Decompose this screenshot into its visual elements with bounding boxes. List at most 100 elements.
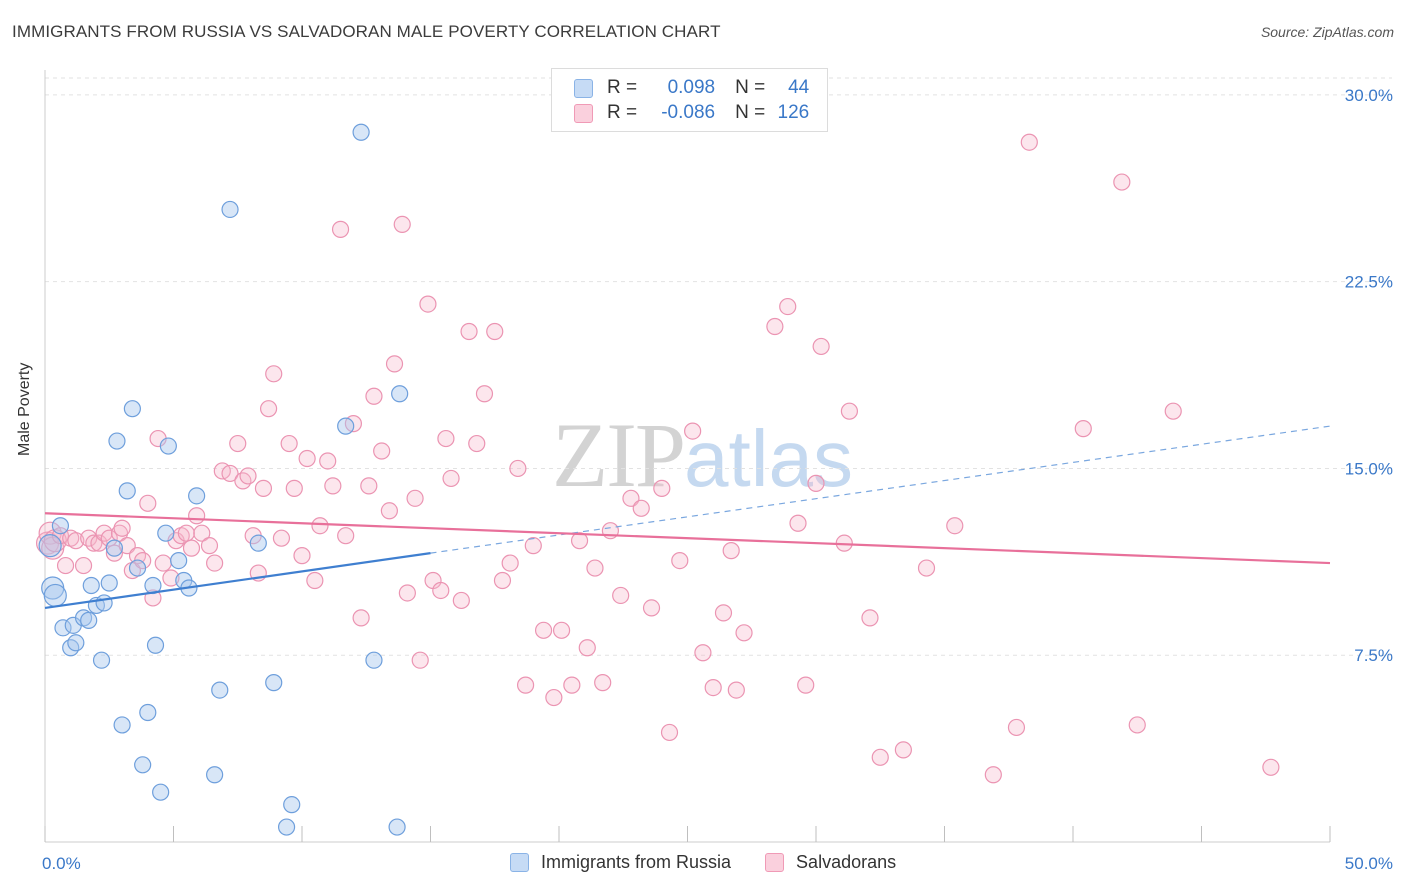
russia-point bbox=[92, 651, 111, 669]
salvadoran-point bbox=[80, 529, 98, 547]
salvadoran-point bbox=[984, 766, 1002, 784]
salvadoran-point bbox=[352, 609, 370, 627]
salvadoran-point bbox=[578, 639, 596, 657]
salvadoran-point bbox=[642, 599, 661, 617]
salvadoran-point bbox=[1113, 173, 1131, 191]
russia-point bbox=[54, 619, 72, 637]
salvadoran-point bbox=[298, 449, 316, 468]
salvadoran-point bbox=[139, 494, 157, 512]
russia-point bbox=[123, 400, 141, 418]
salvadoran-point bbox=[56, 556, 75, 575]
salvadoran-point bbox=[766, 317, 784, 336]
salvadoran-point bbox=[380, 502, 398, 520]
salvadoran-point bbox=[432, 581, 450, 600]
n-label: N = bbox=[735, 77, 766, 98]
salvadoran-point bbox=[229, 434, 247, 453]
x-tick-label: 50.0% bbox=[1345, 854, 1393, 873]
salvadoran-point bbox=[182, 539, 201, 557]
salvadoran-point bbox=[727, 681, 745, 699]
salvadoran-point bbox=[452, 591, 470, 610]
russia-point bbox=[352, 123, 370, 141]
salvadoran-point bbox=[1262, 758, 1280, 776]
russia-point bbox=[62, 639, 80, 657]
legend-swatch-salvadoran bbox=[765, 853, 785, 872]
russia-point bbox=[337, 417, 355, 435]
salvadoran-point bbox=[373, 442, 391, 460]
salvadoran-point bbox=[206, 554, 224, 572]
watermark-zip: ZIP bbox=[552, 404, 686, 506]
salvadoran-point bbox=[807, 474, 825, 492]
salvadoran-point bbox=[311, 517, 329, 535]
salvadoran-point bbox=[812, 337, 830, 356]
salvadoran-point bbox=[1074, 420, 1092, 438]
salvadoran-point bbox=[280, 434, 298, 453]
salvadoran-point bbox=[493, 571, 512, 590]
salvadoran-point bbox=[524, 537, 542, 555]
y-tick-label: 15.0% bbox=[1345, 459, 1393, 478]
source-label: Source: ZipAtlas.com bbox=[1260, 24, 1394, 40]
salvadoran-point bbox=[365, 387, 383, 405]
salvadoran-point bbox=[118, 537, 136, 555]
salvadoran-point bbox=[259, 400, 278, 418]
salvadoran-point bbox=[501, 554, 519, 572]
russia-point bbox=[134, 756, 152, 774]
salvadoran-point bbox=[337, 527, 355, 545]
salvadoran-point bbox=[406, 489, 424, 507]
salvadoran-point bbox=[545, 688, 563, 707]
salvadoran-point bbox=[840, 402, 859, 420]
salvadoran-point bbox=[917, 559, 936, 577]
russia-point bbox=[95, 594, 113, 612]
russia-point bbox=[67, 634, 85, 652]
salvadoran-point bbox=[265, 365, 283, 383]
russia-point bbox=[170, 551, 188, 570]
series-legend: Immigrants from Russia Salvadorans bbox=[510, 852, 930, 873]
salvadoran-point bbox=[671, 551, 689, 570]
legend-row-russia: R = 0.098 N = 44 bbox=[574, 76, 809, 100]
legend-row-salvadoran: R = -0.086 N = 126 bbox=[574, 101, 809, 125]
n-value: 44 bbox=[788, 77, 810, 98]
russia-point bbox=[221, 200, 239, 219]
r-label: R = bbox=[607, 77, 638, 98]
salvadoran-point bbox=[331, 220, 350, 238]
salvadoran-trend-line bbox=[44, 512, 1331, 565]
salvadoran-point bbox=[234, 472, 252, 490]
salvadoran-point bbox=[177, 524, 195, 542]
russia-trend-extension bbox=[430, 425, 1331, 554]
n-value: 126 bbox=[777, 102, 810, 123]
salvadoran-point bbox=[1020, 133, 1038, 151]
russia-point bbox=[80, 611, 98, 629]
russia-point bbox=[146, 636, 165, 654]
russia-point bbox=[128, 559, 147, 577]
salvadoran-point bbox=[704, 678, 722, 697]
russia-point bbox=[139, 703, 157, 722]
correlation-legend: R = 0.098 N = 44 R = -0.086 N = 126 bbox=[551, 68, 828, 132]
salvadoran-point bbox=[563, 676, 581, 694]
salvadoran-point bbox=[393, 215, 411, 233]
salvadoran-point bbox=[105, 544, 123, 562]
salvadoran-point bbox=[324, 477, 342, 495]
salvadoran-point bbox=[684, 422, 702, 440]
salvadoran-point bbox=[516, 676, 535, 694]
salvadoran-point bbox=[861, 609, 879, 627]
salvadoran-point bbox=[306, 571, 324, 590]
salvadoran-point bbox=[437, 429, 455, 448]
y-axis-label: Male Poverty bbox=[16, 362, 33, 456]
russia-point bbox=[365, 651, 383, 669]
legend-label-salvadoran: Salvadorans bbox=[796, 852, 897, 872]
salvadoran-point bbox=[74, 556, 93, 575]
legend-item-russia: Immigrants from Russia bbox=[510, 852, 731, 873]
russia-point bbox=[82, 576, 100, 595]
salvadoran-point bbox=[946, 517, 964, 535]
salvadoran-point bbox=[67, 532, 85, 550]
salvadoran-point bbox=[653, 479, 671, 497]
salvadoran-point bbox=[419, 295, 437, 313]
russia-point bbox=[211, 681, 229, 699]
russia-point bbox=[43, 583, 67, 608]
r-value: -0.086 bbox=[661, 102, 716, 123]
salvadoran-point bbox=[1128, 716, 1146, 734]
salvadoran-point bbox=[293, 547, 311, 565]
r-value: 0.098 bbox=[667, 77, 716, 98]
russia-point bbox=[388, 818, 406, 836]
russia-point bbox=[188, 487, 206, 505]
